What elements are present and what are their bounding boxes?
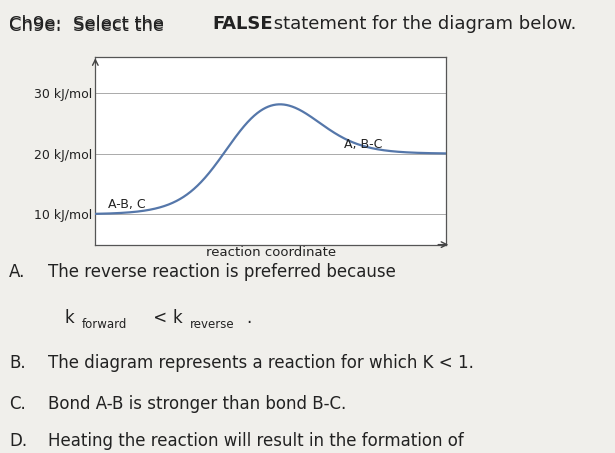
Text: A.: A. xyxy=(9,263,26,281)
Text: Ch9e:  Select the: Ch9e: Select the xyxy=(9,17,170,35)
Text: The reverse reaction is preferred because: The reverse reaction is preferred becaus… xyxy=(48,263,396,281)
Text: B.: B. xyxy=(9,354,26,372)
Text: The diagram represents a reaction for which K < 1.: The diagram represents a reaction for wh… xyxy=(48,354,474,372)
Text: Heating the reaction will result in the formation of: Heating the reaction will result in the … xyxy=(48,432,464,450)
Text: C.: C. xyxy=(9,395,26,413)
Text: .: . xyxy=(246,309,252,327)
Text: reverse: reverse xyxy=(189,318,234,331)
Text: k: k xyxy=(65,309,74,327)
Text: A-B, C: A-B, C xyxy=(108,198,145,211)
Text: D.: D. xyxy=(9,432,27,450)
Text: k: k xyxy=(172,309,182,327)
Text: A, B-C: A, B-C xyxy=(344,138,383,151)
Text: statement for the diagram below.: statement for the diagram below. xyxy=(268,15,576,33)
Text: forward: forward xyxy=(82,318,127,331)
Text: <: < xyxy=(148,309,172,327)
Text: FALSE: FALSE xyxy=(212,15,273,33)
X-axis label: reaction coordinate: reaction coordinate xyxy=(205,246,336,259)
Text: Ch9e:  Select the: Ch9e: Select the xyxy=(9,15,170,33)
Text: Bond A-B is stronger than bond B-C.: Bond A-B is stronger than bond B-C. xyxy=(48,395,346,413)
Text: Ch9e:  Select the FALSE: Ch9e: Select the FALSE xyxy=(9,17,224,35)
